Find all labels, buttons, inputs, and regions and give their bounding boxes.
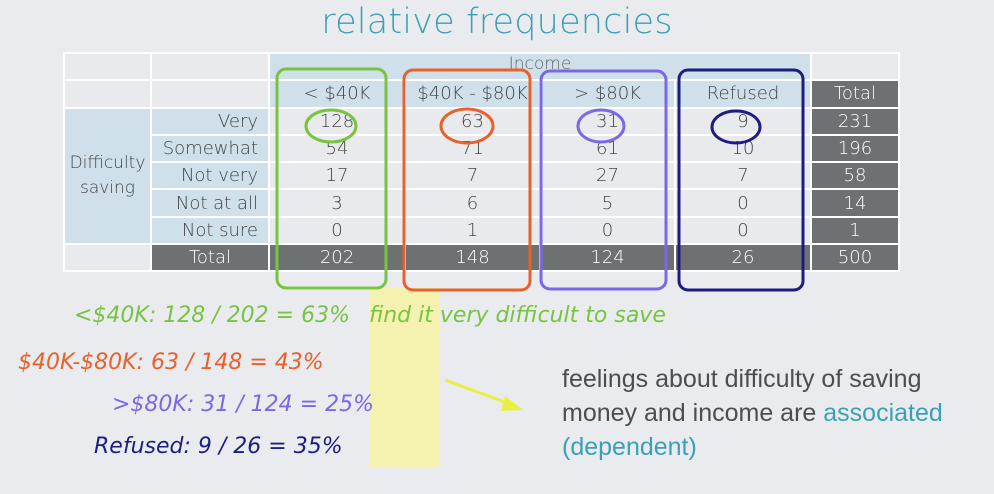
column-box-under-40k bbox=[275, 67, 388, 290]
annotation-under-40k-calc: <$40K: 128 / 202 = bbox=[74, 303, 295, 328]
percent-highlight bbox=[369, 288, 439, 468]
conclusion-highlight: associated bbox=[823, 399, 943, 427]
conclusion-part1: feelings about difficulty of saving mone… bbox=[562, 365, 922, 427]
table-row: Not sure 0 1 0 0 1 bbox=[64, 215, 900, 246]
table-cell: 63 bbox=[404, 106, 541, 136]
table-cell: 71 bbox=[404, 133, 541, 164]
table-row-income-group: Income bbox=[63, 51, 900, 82]
annotation-refused: Refused: 9 / 26 = 35% bbox=[94, 434, 343, 459]
table-cell: 0 bbox=[268, 215, 406, 246]
annotation-under-40k-note: find it very difficult to save bbox=[368, 303, 666, 328]
row-label-very: Very bbox=[150, 106, 270, 136]
annotation-over-80k-calc: >$80K: 31 / 124 = bbox=[112, 392, 319, 417]
row-group-label-line1: Difficulty bbox=[69, 152, 146, 173]
table-cell: 0 bbox=[674, 215, 812, 246]
column-box-40k-80k bbox=[402, 68, 532, 292]
annotation-refused-calc: Refused: 9 / 26 = bbox=[94, 434, 287, 459]
table-cell: 27 bbox=[539, 161, 676, 191]
circle-128 bbox=[304, 108, 358, 144]
col-header-40k-80k: $40K - $80K bbox=[404, 79, 541, 109]
table-cell: 5 bbox=[539, 188, 676, 218]
table-cell: 61 bbox=[539, 133, 676, 164]
total-row-label: Total bbox=[150, 243, 270, 273]
row-total-cell: 196 bbox=[810, 133, 900, 164]
row-group-label-line2: saving bbox=[79, 177, 136, 198]
grand-total-cell: 500 bbox=[810, 243, 900, 273]
table-row-total: Total 202 148 124 26 500 bbox=[63, 243, 900, 273]
table-row: Not at all 3 6 5 0 14 bbox=[64, 188, 900, 218]
circle-31 bbox=[576, 108, 626, 144]
col-header-under-40k: < $40K bbox=[268, 79, 406, 109]
row-label-not-at-all: Not at all bbox=[150, 188, 270, 218]
annotation-under-40k-pct: 63% bbox=[301, 303, 350, 328]
conclusion-part2: (dependent) bbox=[562, 433, 697, 461]
table-cell: 1 bbox=[404, 215, 541, 246]
column-total-cell: 148 bbox=[404, 243, 541, 273]
row-label-somewhat: Somewhat bbox=[150, 133, 270, 164]
arrow-line bbox=[444, 378, 511, 406]
column-box-over-80k bbox=[539, 69, 668, 291]
table-cell: 17 bbox=[268, 161, 406, 191]
column-total-cell: 124 bbox=[539, 243, 676, 273]
table-cell: 3 bbox=[268, 188, 406, 218]
annotation-40k-80k-pct: 43% bbox=[274, 350, 324, 375]
table-row-headers: < $40K $40K - $80K > $80K Refused Total bbox=[63, 79, 900, 109]
circle-9 bbox=[710, 109, 762, 145]
annotation-40k-80k-calc: $40K-$80K: 63 / 148 = bbox=[18, 350, 268, 375]
table-cell: 7 bbox=[674, 161, 812, 191]
col-header-over-80k: > $80K bbox=[539, 79, 676, 109]
table-cell: 0 bbox=[674, 188, 812, 218]
table-cell: 6 bbox=[404, 188, 541, 218]
annotation-40k-80k: $40K-$80K: 63 / 148 = 43% bbox=[18, 350, 324, 375]
table-cell: 9 bbox=[674, 106, 812, 136]
row-total-cell: 1 bbox=[810, 215, 900, 246]
row-total-cell: 14 bbox=[810, 188, 900, 218]
column-total-cell: 202 bbox=[268, 243, 406, 273]
row-total-cell: 231 bbox=[810, 106, 900, 136]
table-cell: 54 bbox=[268, 133, 406, 164]
table-row: Difficulty saving Very 128 63 31 9 231 bbox=[63, 106, 900, 246]
conclusion-text: feelings about difficulty of saving mone… bbox=[562, 362, 992, 464]
row-label-not-very: Not very bbox=[150, 161, 270, 191]
annotation-over-80k-pct: 25% bbox=[325, 392, 374, 417]
slide-title: relative frequencies bbox=[321, 2, 673, 42]
column-total-cell: 26 bbox=[674, 243, 812, 273]
table-cell: 0 bbox=[539, 215, 676, 246]
table-cell: 31 bbox=[539, 106, 676, 136]
table-row: Somewhat 54 71 61 10 196 bbox=[64, 133, 900, 164]
row-label-not-sure: Not sure bbox=[150, 215, 270, 246]
row-group-header: Difficulty saving bbox=[63, 106, 152, 246]
table-row: Not very 17 7 27 7 58 bbox=[64, 161, 900, 191]
column-box-refused bbox=[677, 68, 805, 292]
circle-63 bbox=[439, 107, 495, 145]
table-cell: 7 bbox=[404, 161, 541, 191]
contingency-table: Income < $40K $40K - $80K > $80K Refused… bbox=[63, 51, 900, 273]
annotation-refused-pct: 35% bbox=[293, 434, 343, 459]
annotation-over-80k: >$80K: 31 / 124 = 25% bbox=[112, 392, 374, 417]
annotation-under-40k: <$40K: 128 / 202 = 63% find it very diff… bbox=[74, 303, 666, 328]
col-header-total: Total bbox=[810, 79, 900, 109]
table-cell: 10 bbox=[674, 133, 812, 164]
row-total-cell: 58 bbox=[810, 161, 900, 191]
col-header-refused: Refused bbox=[674, 79, 812, 109]
arrow-head bbox=[501, 396, 523, 411]
